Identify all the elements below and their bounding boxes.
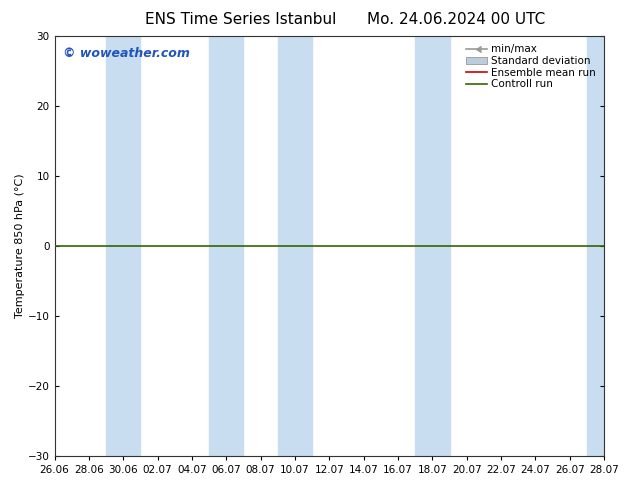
Text: © woweather.com: © woweather.com [63,47,190,60]
Bar [209,36,243,456]
Bar [106,36,140,456]
Legend: min/max, Standard deviation, Ensemble mean run, Controll run: min/max, Standard deviation, Ensemble me… [463,41,599,92]
Bar [278,36,312,456]
Bar [587,36,604,456]
Y-axis label: Temperature 850 hPa (°C): Temperature 850 hPa (°C) [15,174,25,318]
Text: ENS Time Series Istanbul: ENS Time Series Istanbul [145,12,337,27]
Bar [415,36,450,456]
Text: Mo. 24.06.2024 00 UTC: Mo. 24.06.2024 00 UTC [367,12,546,27]
